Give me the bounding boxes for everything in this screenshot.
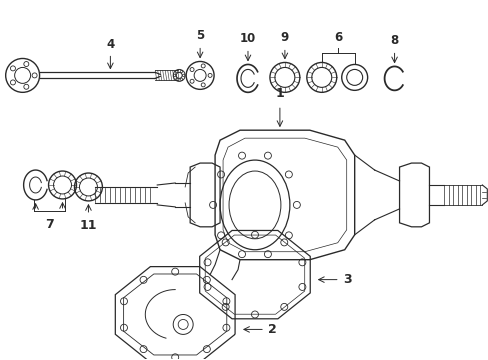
Text: 6: 6 xyxy=(333,31,342,44)
Text: 4: 4 xyxy=(106,37,114,50)
Text: 1: 1 xyxy=(275,87,284,100)
Text: 8: 8 xyxy=(389,33,398,46)
Text: 9: 9 xyxy=(280,31,288,44)
Text: 2: 2 xyxy=(267,323,276,336)
Text: 3: 3 xyxy=(342,273,350,286)
Text: 7: 7 xyxy=(44,218,53,231)
Text: 5: 5 xyxy=(196,28,204,41)
Text: 11: 11 xyxy=(80,219,97,232)
Text: 10: 10 xyxy=(240,32,256,45)
